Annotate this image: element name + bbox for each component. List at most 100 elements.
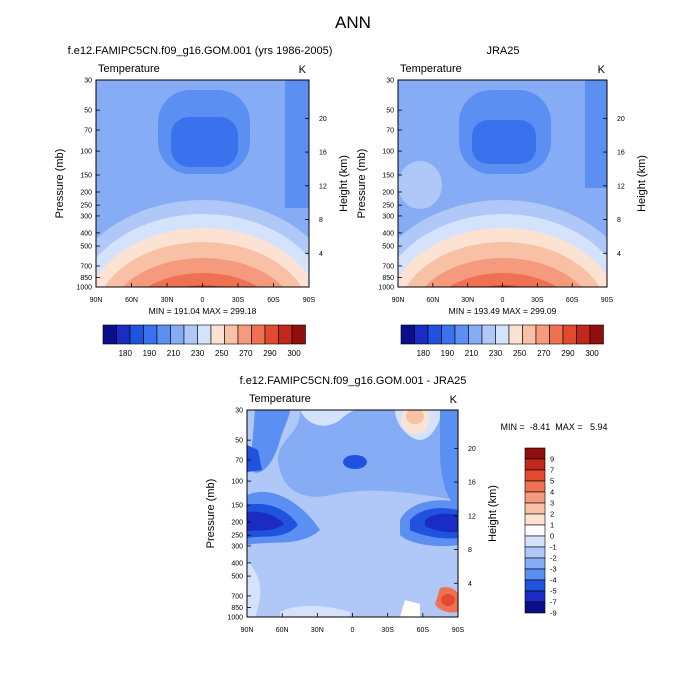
y-tick-label: 1000 (378, 285, 394, 292)
y-tick-label: 70 (386, 128, 394, 135)
y-tick-label: 30 (235, 408, 243, 415)
y-tick-label: 50 (84, 108, 92, 115)
colorbar-label: 1 (550, 521, 554, 530)
colorbar-swatch (524, 535, 546, 548)
colorbar-swatch (454, 324, 469, 345)
colorbar-label: 230 (489, 349, 503, 358)
colorbar-label: -4 (550, 576, 557, 585)
y-tick-label: 850 (382, 275, 394, 282)
y-right-axis-label: Height (km) (338, 155, 350, 212)
y-right-tick-label: 4 (468, 581, 472, 588)
colorbar-swatch (524, 557, 546, 570)
colorbar-swatch (468, 324, 483, 345)
x-tick-label: 30N (461, 297, 474, 304)
y-tick-label: 400 (231, 560, 243, 567)
y-tick-label: 200 (231, 519, 243, 526)
units-label: K (299, 64, 307, 76)
contour-field (96, 80, 309, 287)
x-tick-label: 90N (90, 297, 103, 304)
y-tick-label: 700 (80, 263, 92, 270)
colorbar-label: -1 (550, 543, 557, 552)
y-axis-label: Pressure (mb) (205, 479, 217, 549)
y-right-tick-label: 12 (617, 183, 625, 190)
colorbar-swatch (481, 324, 496, 345)
colorbar-label: 0 (550, 532, 554, 541)
y-tick-label: 250 (231, 533, 243, 540)
y-axis-label: Pressure (mb) (54, 149, 66, 219)
y-tick-label: 850 (80, 275, 92, 282)
y-tick-label: 250 (80, 203, 92, 210)
colorbar-label: 250 (215, 349, 229, 358)
x-tick-label: 30N (161, 297, 174, 304)
colorbar-swatch (400, 324, 415, 345)
x-tick-label: 90S (303, 297, 316, 304)
y-right-tick-label: 4 (617, 251, 621, 258)
colorbar-swatch (414, 324, 429, 345)
colorbar-label: 300 (585, 349, 599, 358)
colorbar-label: 270 (537, 349, 551, 358)
y-tick-label: 200 (80, 189, 92, 196)
y-tick-label: 200 (382, 189, 394, 196)
colorbar-swatch (535, 324, 550, 345)
y-tick-label: 30 (84, 78, 92, 85)
panel-title: JRA25 (486, 45, 519, 57)
stats-label: MIN = 191.04 MAX = 299.18 (149, 306, 257, 316)
x-tick-label: 60N (426, 297, 439, 304)
y-tick-label: 400 (80, 230, 92, 237)
y-right-tick-label: 16 (468, 480, 476, 487)
y-right-tick-label: 4 (319, 251, 323, 258)
colorbar-swatch (278, 324, 293, 345)
colorbar-swatch (522, 324, 537, 345)
y-tick-label: 150 (231, 503, 243, 510)
stats-label: MIN = -8.41 MAX = 5.94 (500, 422, 607, 432)
y-tick-label: 150 (80, 173, 92, 180)
colorbar-swatch (210, 324, 225, 345)
panel-model: f.e12.FAMIPC5CN.f09_g16.GOM.001 (yrs 198… (68, 45, 332, 288)
colorbar-swatch (524, 469, 546, 482)
colorbar-swatch (524, 480, 546, 493)
colorbar-swatch (116, 324, 131, 345)
units-label: K (450, 394, 458, 406)
colorbar-label: 230 (191, 349, 205, 358)
y-tick-label: 850 (231, 605, 243, 612)
panel-difference: f.e12.FAMIPC5CN.f09_g16.GOM.001 - JRA25 … (240, 375, 608, 618)
stats-label: MIN = 193.49 MAX = 299.09 (449, 306, 557, 316)
contour-field (398, 80, 607, 287)
colorbar-label: 290 (561, 349, 575, 358)
colorbar-label: -7 (550, 598, 557, 607)
colorbar-swatch (251, 324, 266, 345)
colorbar-swatch (129, 324, 144, 345)
colorbar-swatch (524, 524, 546, 537)
colorbar-swatch (549, 324, 564, 345)
y-tick-label: 300 (382, 213, 394, 220)
x-tick-label: 60N (276, 627, 289, 634)
y-right-tick-label: 20 (319, 116, 327, 123)
colorbar-swatch (524, 513, 546, 526)
colorbar-swatch (291, 324, 306, 345)
y-tick-label: 100 (382, 149, 394, 156)
x-tick-label: 0 (351, 627, 355, 634)
panel-title: f.e12.FAMIPC5CN.f09_g16.GOM.001 - JRA25 (240, 375, 467, 387)
colorbar-swatch (524, 502, 546, 515)
variable-label: Temperature (249, 393, 311, 405)
colorbar-swatch (143, 324, 158, 345)
colorbar-swatch (441, 324, 456, 345)
y-tick-label: 300 (231, 543, 243, 550)
colorbar-swatch (508, 324, 523, 345)
y-tick-label: 250 (382, 203, 394, 210)
colorbar-swatch (102, 324, 117, 345)
colorbar-label: 180 (417, 349, 431, 358)
colorbar-label: -5 (550, 587, 557, 596)
colorbar-label: -3 (550, 565, 557, 574)
y-right-tick-label: 12 (468, 513, 476, 520)
x-tick-label: 30S (232, 297, 245, 304)
y-tick-label: 500 (231, 574, 243, 581)
x-tick-label: 30N (311, 627, 324, 634)
colorbar-label: 270 (239, 349, 253, 358)
colorbar-swatch (524, 491, 546, 504)
y-tick-label: 700 (382, 263, 394, 270)
colorbar-label: 300 (287, 349, 301, 358)
colorbar-swatch (562, 324, 577, 345)
colorbar-label: 4 (550, 488, 554, 497)
y-tick-label: 300 (80, 213, 92, 220)
